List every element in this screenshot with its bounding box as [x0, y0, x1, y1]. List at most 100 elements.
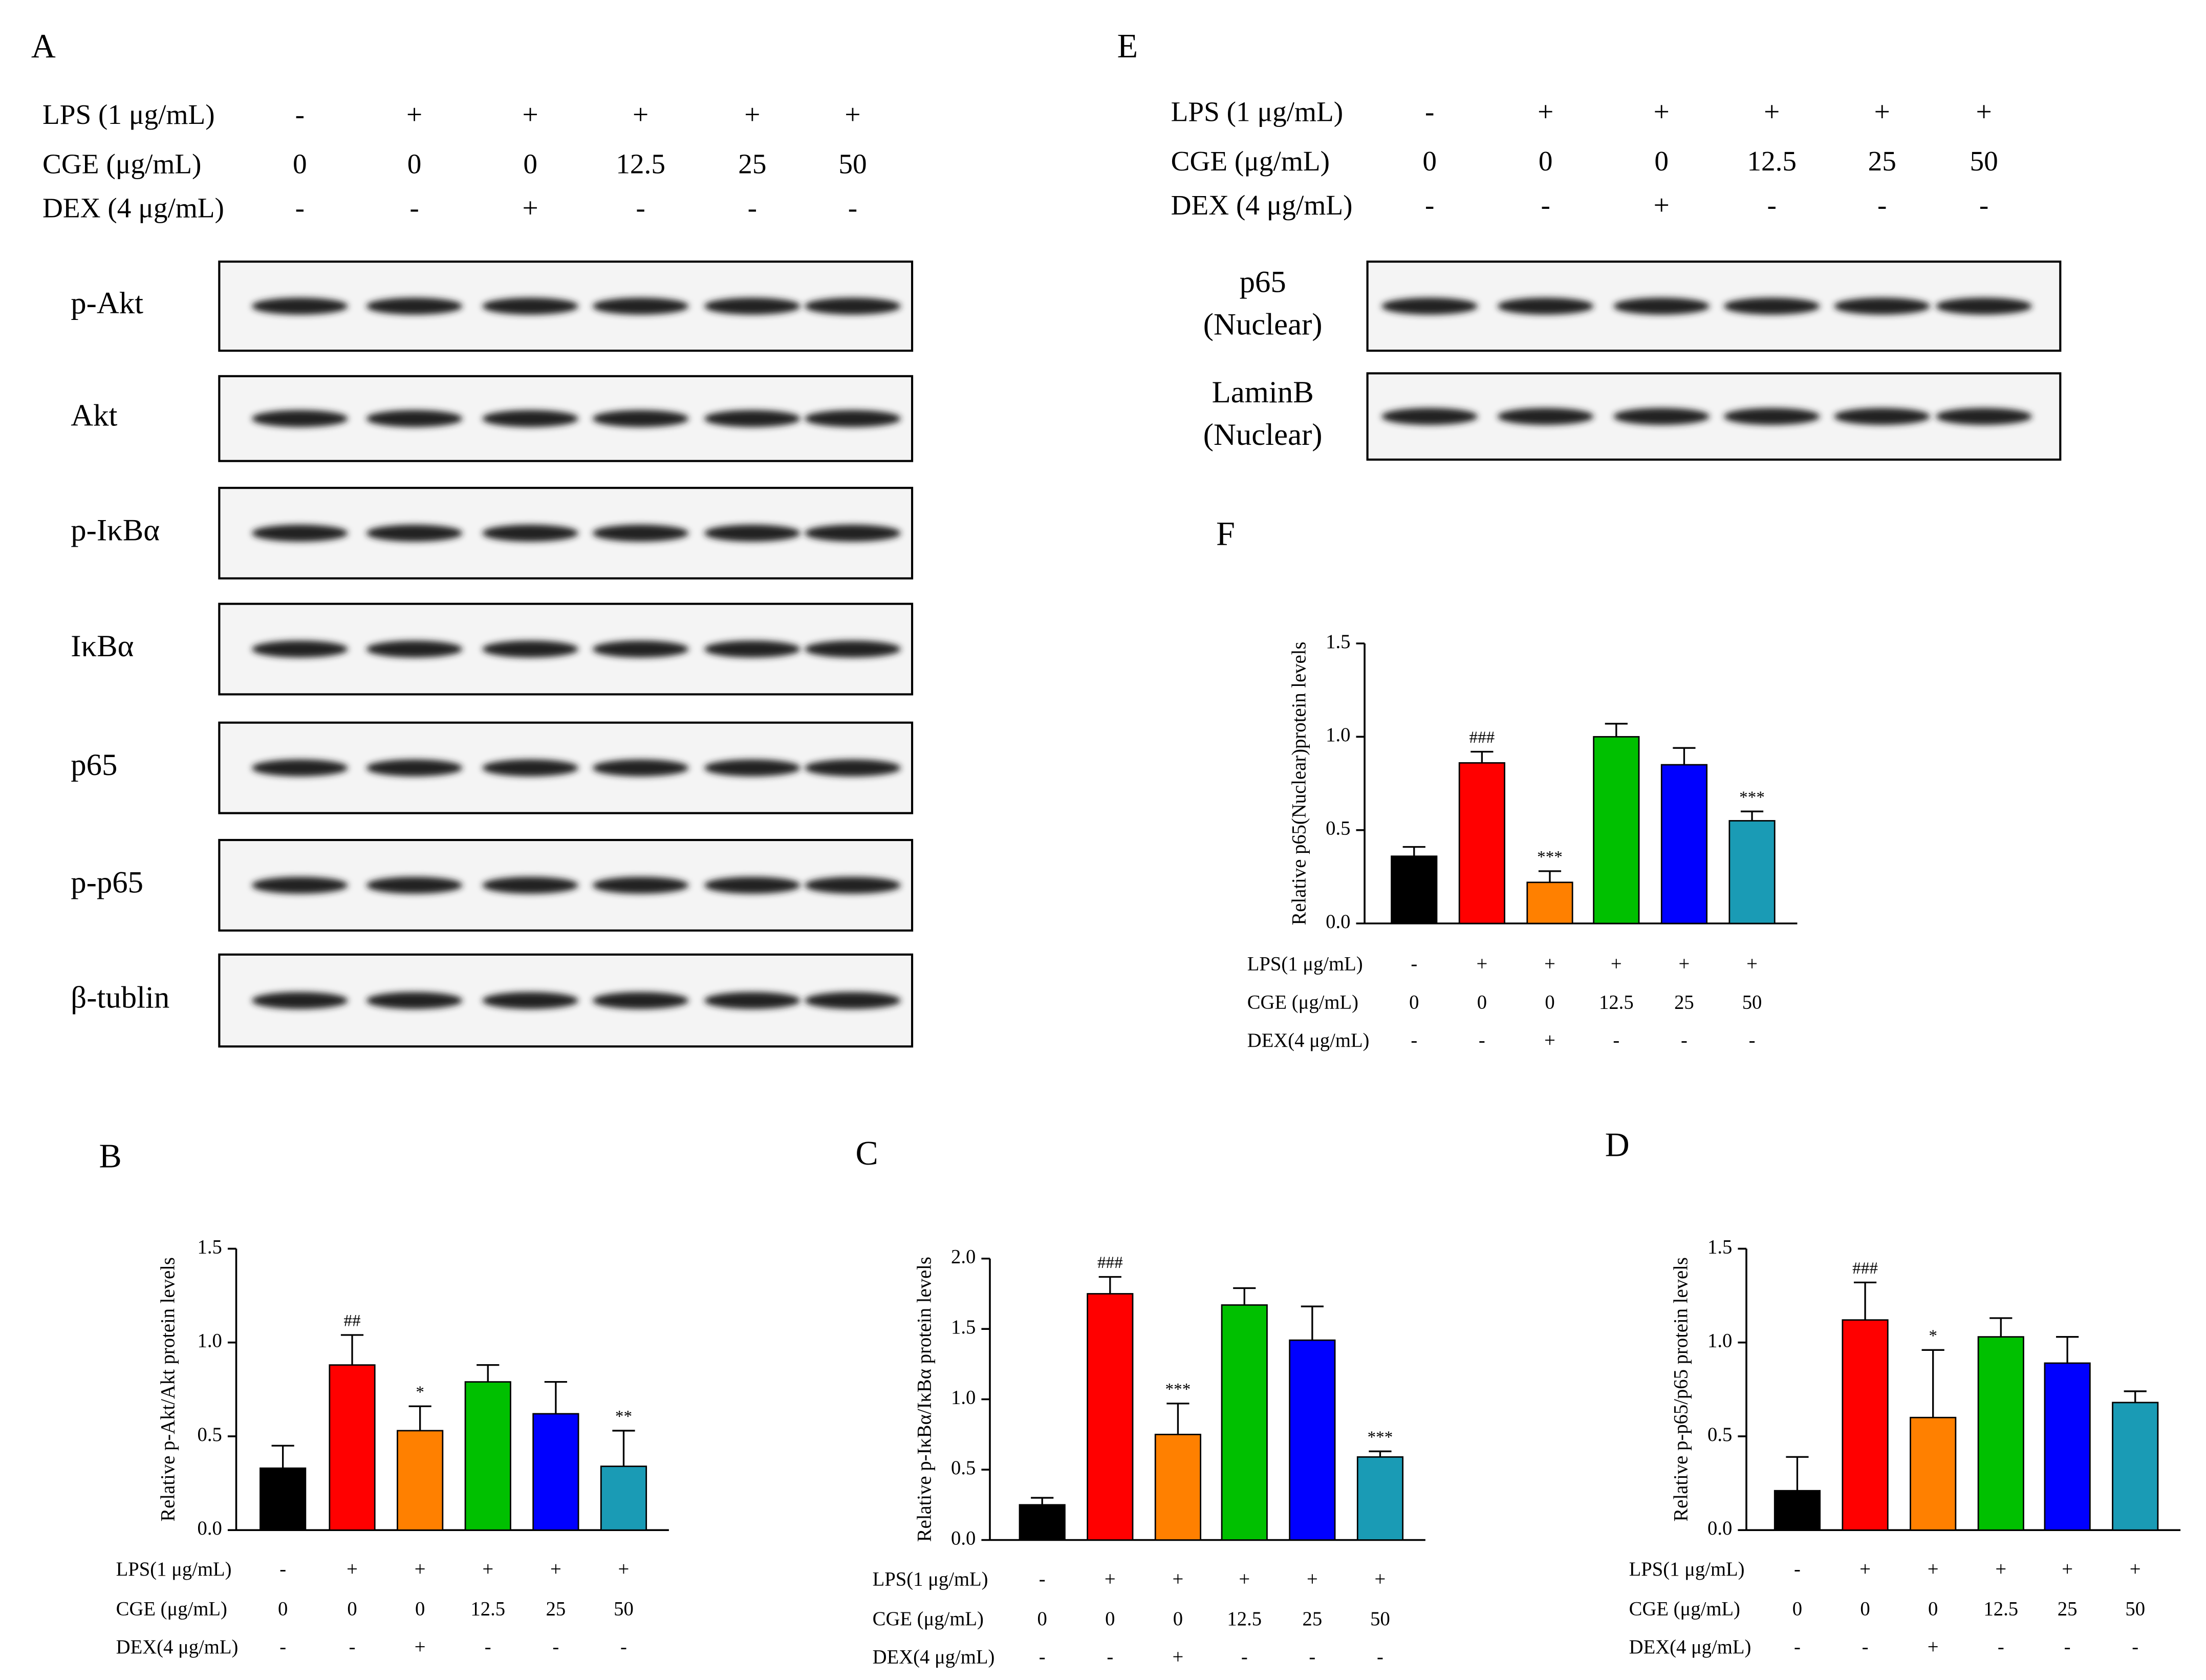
condition-value: 0 [523, 148, 537, 180]
band [592, 410, 689, 427]
significance: *** [1368, 1428, 1393, 1447]
band [704, 297, 801, 315]
band [704, 759, 801, 777]
condition-value: - [1541, 189, 1550, 221]
condition-value: - [1425, 189, 1434, 221]
band [251, 759, 348, 777]
y-tick-label: 0.0 [951, 1527, 976, 1549]
condition-value: - [279, 1636, 286, 1658]
condition-value: 0 [1422, 145, 1437, 177]
condition-value: - [279, 1559, 286, 1580]
condition-name: DEX(4 μg/mL) [1247, 1030, 1370, 1051]
condition-value: - [1309, 1646, 1315, 1668]
condition-value: - [552, 1636, 559, 1658]
condition-value: - [1479, 1030, 1485, 1051]
bar [1593, 736, 1640, 924]
condition-value: 12.5 [470, 1599, 505, 1620]
y-axis-label: Relative p-p65/p65 protein levels [1671, 1257, 1692, 1521]
condition-name: CGE (μg/mL) [116, 1599, 227, 1620]
band [482, 992, 579, 1009]
condition-value: 0 [1173, 1608, 1183, 1630]
band [1936, 297, 2032, 315]
panel-label: D [1605, 1126, 1630, 1164]
condition-value: + [1476, 954, 1487, 975]
condition-value: - [1411, 954, 1417, 975]
band [592, 297, 689, 315]
band [1497, 297, 1594, 315]
significance: ### [1852, 1259, 1878, 1278]
significance: *** [1165, 1380, 1191, 1399]
bar [2044, 1362, 2091, 1531]
condition-value: - [748, 192, 757, 223]
band-label: p-p65 [71, 865, 143, 899]
band [805, 876, 901, 894]
bar [1842, 1319, 1889, 1531]
condition-value: - [620, 1636, 627, 1658]
condition-value: + [2130, 1559, 2141, 1580]
y-tick-label: 1.5 [198, 1236, 222, 1258]
condition-value: - [295, 192, 305, 223]
condition-name: DEX(4 μg/mL) [116, 1636, 239, 1658]
condition-value: 50 [838, 148, 867, 180]
condition-value: - [485, 1636, 491, 1658]
blot-bands [251, 759, 901, 777]
bar [1154, 1433, 1202, 1541]
condition-value: - [409, 192, 419, 223]
condition-value: - [1681, 1030, 1688, 1051]
condition-value: - [1039, 1646, 1046, 1668]
band [482, 876, 579, 894]
y-axis-label: Relative p65(Nuclear)protein levels [1289, 642, 1310, 925]
condition-value: - [1794, 1636, 1801, 1658]
band [366, 992, 463, 1009]
condition-value: 0 [1477, 992, 1487, 1013]
condition-value: + [1654, 96, 1670, 127]
blot-bands [251, 410, 901, 427]
condition-value: + [523, 192, 538, 223]
bar [1087, 1293, 1134, 1541]
condition-value: 50 [1370, 1608, 1390, 1630]
condition-value: - [1377, 1646, 1383, 1668]
band [251, 524, 348, 542]
condition-value: + [618, 1559, 630, 1580]
band [592, 759, 689, 777]
condition-value: - [1794, 1559, 1801, 1580]
band-label: p-IκBα [71, 513, 160, 547]
condition-value: - [1998, 1636, 2004, 1658]
band [482, 759, 579, 777]
blot-bands [251, 992, 901, 1009]
condition-value: 50 [614, 1599, 634, 1620]
band [366, 410, 463, 427]
condition-value: 0 [407, 148, 422, 180]
condition-value: 25 [546, 1599, 566, 1620]
condition-value: + [1544, 954, 1555, 975]
y-tick-label: 0.0 [1326, 911, 1350, 933]
condition-value: 12.5 [1983, 1599, 2018, 1620]
band [704, 876, 801, 894]
y-tick-label: 0.5 [1707, 1424, 1732, 1446]
y-axis-label: Relative p-IκBα/IκBα protein levels [914, 1257, 936, 1542]
condition-value: - [1749, 1030, 1756, 1051]
bar [259, 1467, 307, 1531]
bar [1526, 881, 1573, 924]
band [592, 524, 689, 542]
condition-value: - [349, 1636, 356, 1658]
band [1497, 408, 1594, 425]
condition-name: LPS(1 μg/mL) [116, 1559, 232, 1580]
panel-label: C [856, 1135, 878, 1172]
condition-name: LPS(1 μg/mL) [1629, 1559, 1745, 1580]
condition-value: + [633, 99, 648, 130]
condition-value: + [744, 99, 760, 130]
y-tick-label: 1.5 [951, 1317, 976, 1338]
bar [1221, 1304, 1268, 1541]
y-tick-label: 0.5 [198, 1424, 222, 1446]
band [805, 410, 901, 427]
band [1834, 297, 1931, 315]
condition-value: + [1995, 1559, 2006, 1580]
bar [2112, 1402, 2159, 1531]
condition-name: LPS(1 μg/mL) [1247, 954, 1363, 975]
condition-value: + [1538, 96, 1553, 127]
condition-value: 25 [1303, 1608, 1323, 1630]
condition-value: - [1862, 1636, 1869, 1658]
